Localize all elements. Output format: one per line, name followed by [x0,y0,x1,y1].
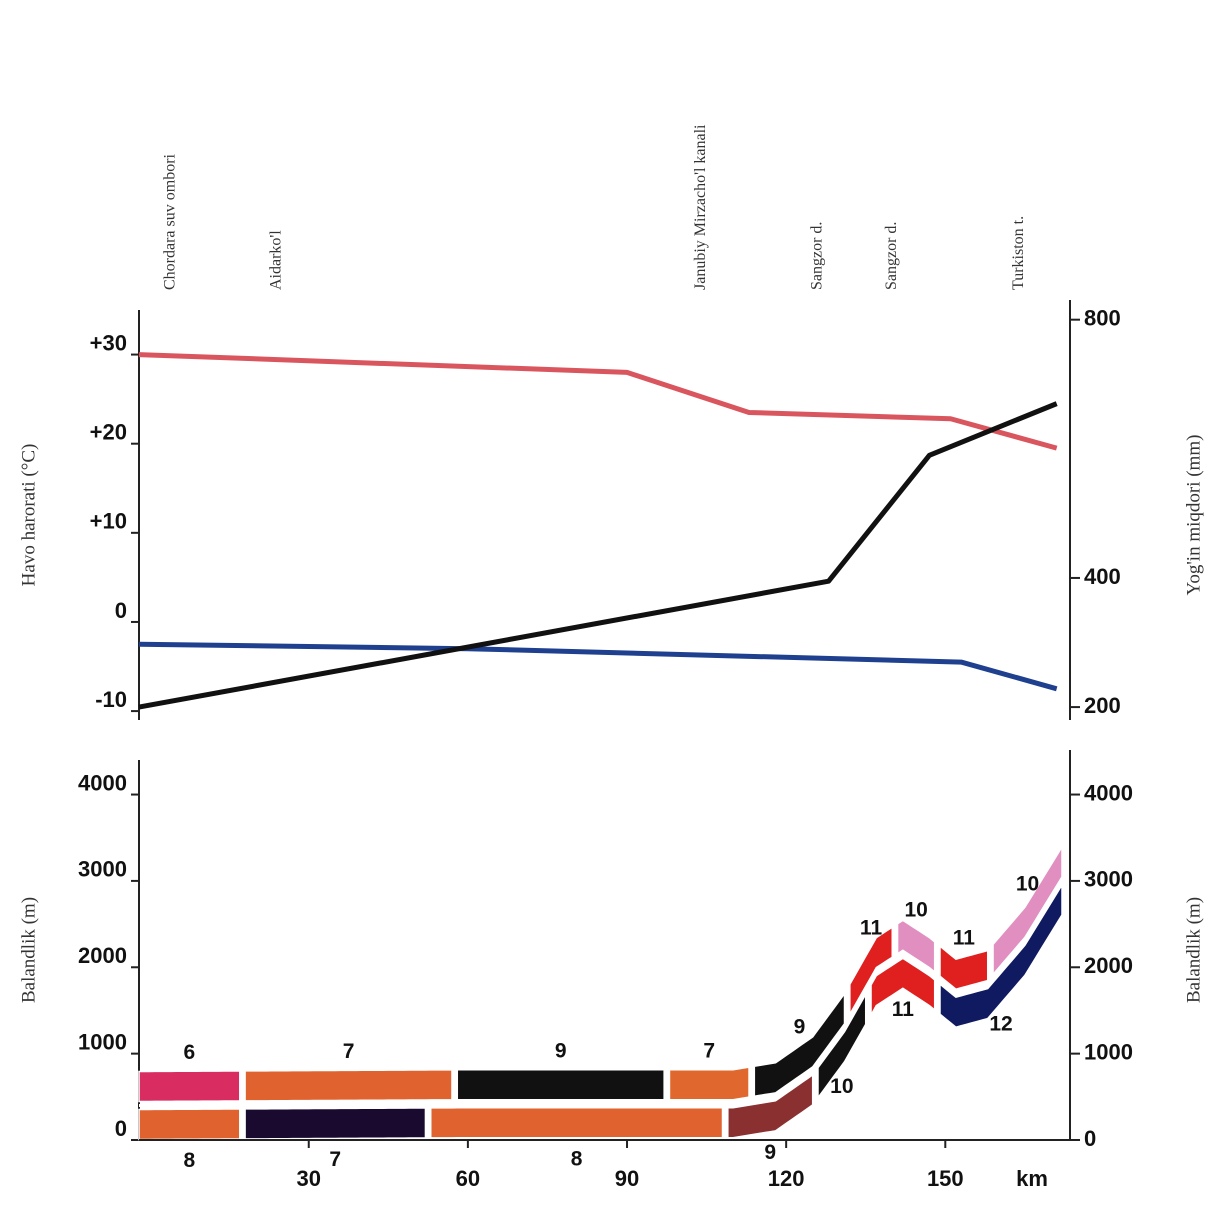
y-tick-label: -10 [95,687,127,712]
place-label: Turkiston t. [1010,216,1027,290]
zone [940,946,988,989]
zone-label: 9 [794,1016,806,1039]
zone [245,1070,452,1101]
y2-axis-label: Yog'in miqdori (mm) [1183,435,1204,596]
x-axis-label: km [1016,1166,1048,1191]
y-tick-label: 0 [115,1116,127,1141]
y-tick-label: +20 [90,420,127,445]
zone [669,1067,749,1100]
y-tick-label: 2000 [78,943,127,968]
zone [431,1108,723,1138]
zone-label: 8 [571,1147,583,1170]
zone [245,1108,425,1139]
y-tick-label: 3000 [78,857,127,882]
x-tick-label: 150 [927,1166,964,1191]
zone [139,1071,240,1101]
x-tick-label: 120 [768,1166,805,1191]
x-tick-label: 90 [615,1166,639,1191]
zone [139,1109,240,1139]
y-axis-label: Havo harorati (°C) [18,444,39,587]
chart: +30+20+100-10200400800Havo harorati (°C)… [0,0,1223,1213]
zone-label: 10 [1016,873,1039,896]
y-tick-label: 1000 [78,1029,127,1054]
y2-tick-label: 200 [1084,693,1121,718]
place-label: Janubiy Mirzacho'l kanali [692,124,709,290]
zone-label: 11 [892,998,915,1021]
series-line [139,355,1057,449]
zone-label: 11 [953,927,976,950]
y2-tick-label: 0 [1084,1126,1096,1151]
zone-label: 6 [184,1041,196,1064]
zone-label: 7 [343,1040,355,1063]
y-tick-label: +30 [90,330,127,355]
zone-label: 10 [904,899,927,922]
zone-label: 9 [764,1141,776,1164]
zone-label: 8 [184,1149,196,1172]
zone-label: 7 [329,1148,341,1171]
zone-label: 12 [989,1013,1012,1036]
y-tick-label: +10 [90,509,127,534]
y2-tick-label: 1000 [1084,1039,1133,1064]
y2-tick-label: 400 [1084,564,1121,589]
x-tick-label: 60 [456,1166,480,1191]
place-label: Chordara suv ombori [161,153,178,290]
y2-tick-label: 4000 [1084,780,1133,805]
place-label: Sangzor d. [883,222,900,290]
y2-tick-label: 800 [1084,305,1121,330]
zone-label: 7 [703,1039,715,1062]
place-label: Sangzor d. [809,222,826,290]
y2-tick-label: 2000 [1084,953,1133,978]
x-tick-label: 30 [297,1166,321,1191]
y2-tick-label: 3000 [1084,867,1133,892]
zone-label: 9 [555,1039,567,1062]
y2-axis-label: Balandlik (m) [1183,897,1204,1003]
y-axis-label: Balandlik (m) [18,897,39,1003]
place-label: Aidarko'l [268,230,285,290]
y-tick-label: 0 [115,598,127,623]
zone-label: 10 [830,1075,853,1098]
zone [457,1070,664,1100]
y-tick-label: 4000 [78,770,127,795]
zone-label: 11 [860,916,883,939]
